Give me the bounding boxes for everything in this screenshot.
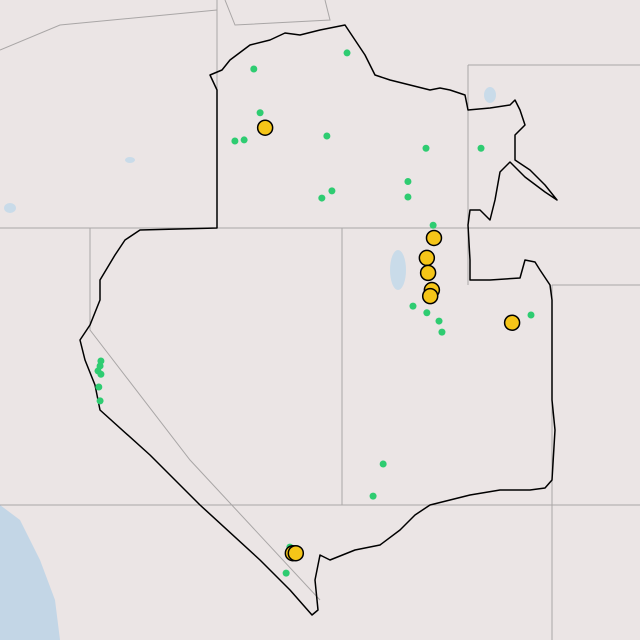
green-marker[interactable] — [343, 49, 351, 57]
yellow-marker[interactable] — [256, 119, 274, 136]
yellow-marker[interactable] — [418, 249, 436, 267]
green-marker[interactable] — [369, 492, 377, 500]
green-marker[interactable] — [429, 221, 437, 229]
yellow-marker[interactable] — [421, 287, 439, 305]
yellow-marker[interactable] — [425, 229, 443, 247]
green-marker[interactable] — [477, 144, 485, 152]
green-marker[interactable] — [256, 109, 264, 117]
green-marker[interactable] — [328, 187, 336, 195]
green-marker[interactable] — [96, 397, 104, 405]
green-marker[interactable] — [404, 193, 412, 201]
green-marker[interactable] — [409, 302, 417, 310]
green-marker[interactable] — [323, 132, 331, 140]
yellow-markers — [256, 119, 521, 562]
green-marker[interactable] — [282, 569, 290, 577]
green-marker[interactable] — [438, 328, 446, 336]
green-marker[interactable] — [231, 137, 239, 145]
green-marker[interactable] — [240, 136, 248, 144]
green-marker[interactable] — [95, 383, 103, 391]
green-marker[interactable] — [404, 177, 412, 185]
green-marker[interactable] — [250, 65, 258, 73]
lakes — [4, 87, 496, 290]
green-marker[interactable] — [379, 460, 387, 468]
ocean — [0, 505, 60, 640]
green-markers — [94, 49, 535, 577]
green-marker[interactable] — [97, 370, 105, 378]
green-marker[interactable] — [422, 144, 430, 152]
green-marker[interactable] — [318, 194, 326, 202]
yellow-marker[interactable] — [419, 264, 437, 282]
green-marker[interactable] — [423, 309, 431, 317]
green-marker[interactable] — [527, 311, 535, 319]
yellow-marker[interactable] — [503, 314, 521, 331]
yellow-marker[interactable] — [287, 544, 305, 562]
region-outline — [79, 24, 558, 616]
green-marker[interactable] — [435, 317, 443, 325]
